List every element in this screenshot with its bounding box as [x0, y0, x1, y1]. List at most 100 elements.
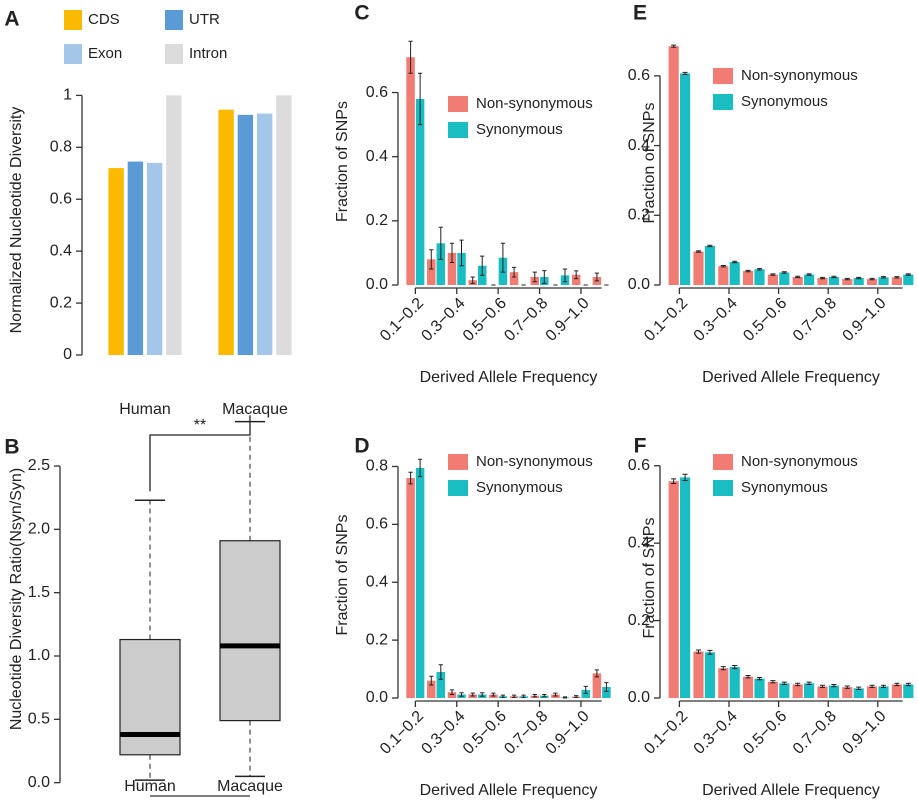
bar [779, 683, 790, 698]
bar [828, 685, 839, 698]
error-bar [470, 276, 475, 284]
error-bar [408, 471, 413, 485]
bar [903, 274, 914, 285]
error-bar [732, 260, 738, 264]
bar [218, 109, 234, 356]
x-tick-label: 0.9−1.0 [840, 295, 890, 345]
bar [878, 686, 889, 698]
legend-swatch [448, 454, 468, 470]
legend-label: Exon [88, 45, 122, 62]
legend-label: Synonymous [741, 93, 828, 110]
legend-swatch [448, 96, 468, 112]
error-bar [806, 273, 812, 276]
error-bar [905, 273, 911, 276]
bar [447, 252, 457, 285]
x-tick-label: 0.1−0.2 [377, 295, 427, 345]
error-bar [756, 676, 763, 681]
bar [743, 676, 754, 698]
error-bar [770, 680, 776, 684]
x-tick-label: 0.9−1.0 [543, 708, 593, 758]
bar [767, 681, 778, 698]
x-tick-label: 0.5−0.6 [460, 295, 510, 345]
error-bar [770, 273, 776, 276]
y-tick-label: 0.6 [50, 190, 72, 207]
error-bar [574, 695, 579, 698]
bar [581, 689, 590, 698]
y-tick-label: 0.4 [628, 534, 650, 551]
y-axis-label: Fraction of SNPs [334, 101, 351, 222]
bar [436, 671, 446, 698]
error-bar [521, 694, 526, 698]
x-tick-label: Human [124, 778, 176, 795]
bar [754, 269, 765, 285]
error-bar [819, 684, 826, 689]
bar [729, 261, 740, 285]
bar [729, 667, 740, 698]
error-bar [695, 649, 702, 654]
bar [853, 688, 864, 698]
error-bar [491, 692, 496, 697]
bar [668, 46, 679, 285]
y-tick-label: 0.0 [366, 276, 388, 293]
bar [415, 98, 425, 285]
legend-label: Synonymous [741, 479, 828, 496]
panel-letter: A [4, 8, 19, 31]
bar [146, 162, 163, 355]
bar [853, 278, 864, 285]
bar [602, 687, 611, 698]
x-tick-label: 0.1−0.2 [641, 708, 691, 758]
bar [704, 652, 715, 698]
significance-bracket [149, 415, 251, 492]
legend-swatch [448, 480, 468, 496]
y-axis-label: Normalized Nucleotide Diversity [8, 107, 25, 334]
error-bar [856, 686, 862, 690]
x-tick-label: Macaque [222, 401, 288, 418]
x-tick-label: 0.3−0.4 [418, 295, 468, 345]
x-axis-label: Derived Allele Frequency [702, 782, 880, 799]
error-bar [417, 458, 423, 478]
panel-letter: B [4, 436, 19, 459]
bar [903, 684, 914, 698]
error-bar [707, 244, 713, 248]
y-tick-label: 0.6 [366, 516, 388, 533]
error-bar [438, 664, 443, 680]
error-bar [449, 242, 455, 264]
y-axis-label: Fraction of SNPs [641, 518, 658, 639]
bar [867, 686, 878, 698]
legend-swatch [165, 10, 183, 30]
legend-swatch [64, 10, 82, 30]
error-bar [844, 277, 850, 281]
bar [867, 279, 878, 285]
bar [804, 274, 815, 285]
error-bar [880, 684, 887, 689]
error-bar [562, 696, 568, 699]
error-bar [594, 669, 600, 678]
y-tick-label: 1 [63, 87, 72, 104]
y-tick-label: 0.0 [628, 276, 650, 293]
bar [817, 686, 828, 698]
y-tick-label: 0.4 [50, 242, 72, 259]
legend-swatch [165, 44, 183, 64]
error-bar [819, 276, 826, 280]
error-bar [781, 271, 787, 274]
error-bar [894, 682, 900, 687]
error-bar [449, 689, 455, 696]
x-tick-label: 0.1−0.2 [377, 708, 427, 758]
y-axis-label: Fraction of SNPs [334, 515, 351, 636]
error-bar [831, 683, 837, 688]
bar [406, 57, 415, 286]
y-tick-label: 2.0 [28, 521, 50, 538]
bar [779, 272, 790, 285]
x-axis-label: Derived Allele Frequency [420, 369, 598, 386]
y-tick-label: 0.0 [28, 774, 50, 791]
error-bar [745, 269, 751, 273]
legend-label: Synonymous [476, 121, 563, 138]
error-bar [553, 692, 558, 697]
bar [817, 278, 828, 285]
error-bar [756, 268, 763, 271]
error-bar [695, 250, 702, 253]
bar [256, 113, 273, 355]
bar [891, 277, 902, 285]
legend-swatch [713, 480, 733, 496]
error-bar [707, 649, 713, 655]
